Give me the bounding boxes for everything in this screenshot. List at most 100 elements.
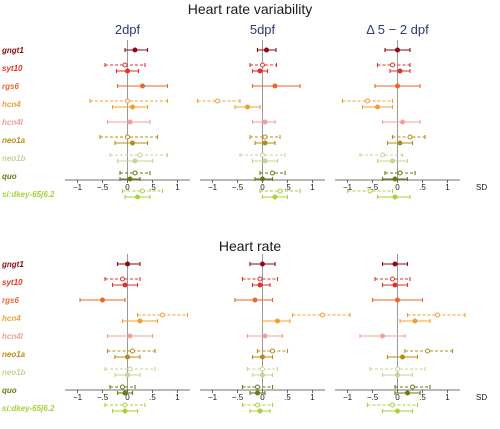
x-tick-label: 1 <box>175 183 180 192</box>
panel-title: Heart rate variability <box>188 1 313 17</box>
estimate-point <box>100 297 105 303</box>
estimate-point <box>405 390 410 396</box>
estimate-point <box>122 408 128 414</box>
estimate-point <box>425 348 430 354</box>
estimate-point <box>395 366 400 372</box>
estimate-point <box>137 318 143 324</box>
x-unit-label: SD <box>476 393 487 402</box>
estimate-point <box>435 312 440 318</box>
estimate-point <box>262 134 268 140</box>
x-tick-label: 1 <box>175 393 180 402</box>
estimate-point <box>132 170 138 176</box>
x-tick-label: −1 <box>343 393 353 402</box>
estimate-point <box>260 261 265 267</box>
estimate-point <box>320 312 325 318</box>
x-unit-label: SD <box>476 183 487 192</box>
gene-label: syt10 <box>2 278 23 287</box>
estimate-point <box>410 384 415 390</box>
x-tick-label: −.5 <box>97 393 109 402</box>
subplot-column: −1 −.5 0 .5 1 <box>200 254 351 414</box>
estimate-point <box>125 68 130 74</box>
estimate-point <box>270 170 275 176</box>
estimate-point <box>264 47 269 53</box>
x-tick-label: .5 <box>419 393 426 402</box>
gene-label: rgs6 <box>2 82 19 91</box>
estimate-point <box>130 104 135 110</box>
estimate-point <box>160 312 165 318</box>
x-tick-label: 1 <box>445 183 450 192</box>
estimate-point <box>127 119 133 125</box>
estimate-point <box>262 119 268 125</box>
estimate-point <box>132 158 138 164</box>
estimate-point <box>127 366 133 372</box>
estimate-point <box>255 402 260 408</box>
gene-label: gngt1 <box>1 260 24 269</box>
gene-label: neo1b <box>2 154 26 163</box>
estimate-point <box>400 119 405 125</box>
estimate-point <box>400 354 405 360</box>
x-tick-label: −1 <box>73 393 83 402</box>
x-tick-label: −1 <box>208 183 218 192</box>
estimate-point <box>245 104 250 110</box>
gene-label: syt10 <box>2 64 23 73</box>
x-tick-label: .5 <box>149 183 156 192</box>
x-tick-label: .5 <box>419 183 426 192</box>
estimate-point <box>395 83 400 89</box>
gene-label: hcn4 <box>2 314 21 323</box>
x-tick-label: −.5 <box>232 183 244 192</box>
x-tick-label: .5 <box>284 393 291 402</box>
gene-label: hcn4l <box>2 332 24 341</box>
x-tick-label: 1 <box>310 393 315 402</box>
estimate-point <box>390 402 395 408</box>
estimate-point <box>392 176 398 182</box>
subplot-column: Δ 5 − 2 dpf −1 −.5 0 .5 1 <box>335 22 460 200</box>
estimate-point <box>395 408 400 414</box>
estimate-point <box>390 158 395 164</box>
estimate-point <box>395 297 400 303</box>
column-title: 2dpf <box>115 22 141 37</box>
estimate-point <box>137 152 143 158</box>
estimate-point <box>257 282 263 288</box>
x-tick-label: −1 <box>208 393 218 402</box>
estimate-point <box>277 188 283 194</box>
estimate-point <box>260 152 265 158</box>
x-tick-label: −.5 <box>97 183 109 192</box>
x-tick-label: 1 <box>445 393 450 402</box>
estimate-point <box>255 390 260 396</box>
subplot-column: −1 −.5 0 .5 1 <box>65 254 190 414</box>
estimate-point <box>257 408 263 414</box>
gene-label: quo <box>2 386 17 395</box>
estimate-point <box>122 282 128 288</box>
estimate-point <box>397 140 403 146</box>
estimate-point <box>260 366 265 372</box>
gene-label: neo1a <box>2 136 26 145</box>
estimate-point <box>125 354 130 360</box>
estimate-point <box>125 372 130 378</box>
gene-label: rgs6 <box>2 296 19 305</box>
estimate-point <box>397 170 403 176</box>
estimate-point <box>260 176 265 182</box>
gene-label: neo1b <box>2 368 26 377</box>
estimate-point <box>270 348 275 354</box>
x-tick-label: −1 <box>343 183 353 192</box>
estimate-point <box>390 62 395 68</box>
x-tick-label: 0 <box>395 393 400 402</box>
estimate-point <box>122 390 128 396</box>
panel-title: Heart rate <box>219 238 281 254</box>
estimate-point <box>140 188 145 194</box>
x-tick-label: 0 <box>260 183 265 192</box>
estimate-point <box>140 83 145 89</box>
estimate-point <box>390 276 395 282</box>
estimate-point <box>125 261 130 267</box>
estimate-point <box>397 68 403 74</box>
gene-label: hcn4l <box>2 118 24 127</box>
estimate-point <box>392 194 398 200</box>
estimate-point <box>125 134 130 140</box>
estimate-point <box>395 47 400 53</box>
estimate-point <box>272 83 278 89</box>
estimate-point <box>260 62 265 68</box>
estimate-point <box>130 348 135 354</box>
estimate-point <box>257 276 263 282</box>
estimate-point <box>127 176 133 182</box>
